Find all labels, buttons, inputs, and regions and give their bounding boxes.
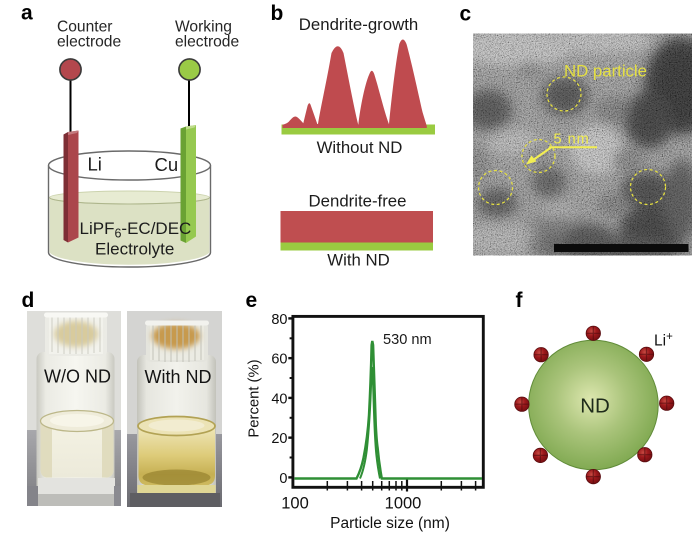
svg-text:a: a — [21, 2, 33, 25]
svg-text:Electrolyte: Electrolyte — [95, 240, 174, 259]
svg-text:530 nm: 530 nm — [383, 332, 432, 348]
svg-text:0: 0 — [279, 471, 287, 487]
svg-text:Cu: Cu — [155, 154, 179, 175]
svg-text:Without ND: Without ND — [317, 138, 403, 157]
svg-text:ND: ND — [580, 395, 610, 418]
svg-text:Dendrite-free: Dendrite-free — [309, 192, 407, 211]
svg-text:electrode: electrode — [175, 34, 239, 51]
svg-text:100: 100 — [281, 495, 309, 513]
svg-text:Dendrite-growth: Dendrite-growth — [299, 15, 418, 34]
svg-text:80: 80 — [271, 312, 287, 328]
svg-text:With ND: With ND — [327, 250, 389, 269]
svg-text:Percent (%): Percent (%) — [247, 359, 263, 437]
svg-text:Li: Li — [88, 154, 102, 175]
svg-text:5 nm: 5 nm — [554, 132, 590, 148]
svg-text:With ND: With ND — [145, 367, 212, 387]
svg-text:Li+: Li+ — [654, 331, 673, 350]
svg-text:LiPF6-EC/DEC: LiPF6-EC/DEC — [80, 219, 192, 241]
svg-text:c: c — [460, 3, 472, 26]
svg-text:1000: 1000 — [385, 495, 422, 513]
svg-text:electrode: electrode — [57, 34, 121, 51]
svg-text:Counter: Counter — [57, 19, 112, 36]
svg-text:b: b — [271, 2, 284, 25]
svg-text:Working: Working — [175, 19, 232, 36]
svg-text:d: d — [22, 289, 35, 312]
svg-text:20: 20 — [271, 431, 287, 447]
svg-text:40: 40 — [271, 391, 287, 407]
svg-text:f: f — [516, 289, 524, 312]
svg-text:W/O ND: W/O ND — [44, 367, 111, 387]
svg-text:60: 60 — [271, 352, 287, 368]
svg-text:ND particle: ND particle — [564, 62, 647, 81]
svg-text:Particle size (nm): Particle size (nm) — [330, 515, 450, 532]
svg-text:e: e — [246, 289, 258, 312]
